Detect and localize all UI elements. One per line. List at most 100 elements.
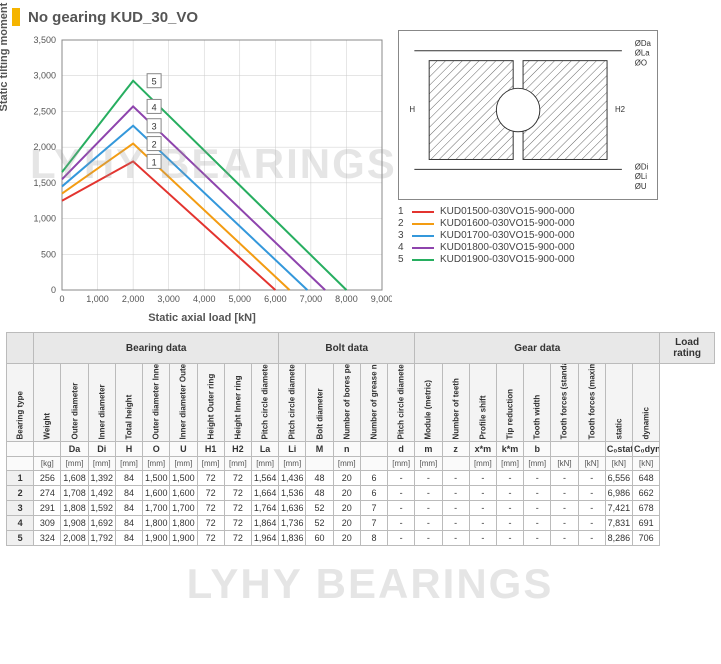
unit-cell: [mm] — [469, 457, 496, 471]
data-cell: 1,708 — [61, 486, 88, 501]
data-cell: 1,692 — [88, 516, 115, 531]
svg-text:2,000: 2,000 — [122, 294, 145, 304]
symbol-cell: H1 — [197, 442, 224, 457]
cross-section-diagram: ØDa ØLa ØO ØDi ØLi ØU H H2 — [398, 30, 658, 200]
data-cell: - — [496, 471, 523, 486]
column-header: Tooth width — [524, 364, 551, 442]
data-cell: 52 — [306, 501, 333, 516]
data-cell: 1,900 — [170, 531, 197, 546]
data-cell: 1,392 — [88, 471, 115, 486]
unit-cell: [mm] — [197, 457, 224, 471]
symbol-cell: d — [388, 442, 415, 457]
data-cell: 84 — [115, 486, 142, 501]
svg-text:ØO: ØO — [635, 59, 647, 68]
data-cell: - — [388, 471, 415, 486]
svg-text:6,000: 6,000 — [264, 294, 287, 304]
unit-cell: [mm] — [224, 457, 251, 471]
data-cell: 1,700 — [143, 501, 170, 516]
legend-swatch — [412, 259, 434, 261]
column-header: dynamic — [633, 364, 660, 442]
data-cell: - — [496, 486, 523, 501]
column-header: Outer diameter — [61, 364, 88, 442]
unit-cell: [mm] — [333, 457, 360, 471]
svg-text:7,000: 7,000 — [300, 294, 323, 304]
data-cell: - — [442, 531, 469, 546]
data-cell: 1,500 — [170, 471, 197, 486]
data-cell: - — [551, 501, 578, 516]
data-cell: 1,564 — [251, 471, 278, 486]
column-header: static — [605, 364, 632, 442]
legend-label: KUD01800-030VO15-900-000 — [440, 242, 575, 253]
data-cell: - — [469, 516, 496, 531]
unit-cell: [mm] — [143, 457, 170, 471]
data-cell: 72 — [197, 531, 224, 546]
data-cell: 1,436 — [279, 471, 306, 486]
svg-text:1,500: 1,500 — [33, 178, 56, 188]
data-cell: 1,592 — [88, 501, 115, 516]
data-cell: 20 — [333, 501, 360, 516]
group-header: Bearing data — [34, 333, 279, 364]
svg-text:1: 1 — [152, 157, 157, 167]
symbol-cell: x*m — [469, 442, 496, 457]
data-cell: - — [496, 516, 523, 531]
column-header: Height Outer ring — [197, 364, 224, 442]
data-cell: - — [551, 516, 578, 531]
svg-text:0: 0 — [51, 285, 56, 295]
spec-table: Bearing dataBolt dataGear dataLoad ratin… — [6, 332, 715, 546]
legend-item: 5KUD01900-030VO15-900-000 — [398, 254, 709, 265]
data-cell: 1,736 — [279, 516, 306, 531]
data-cell: - — [442, 516, 469, 531]
data-cell: 1,600 — [143, 486, 170, 501]
data-cell: - — [578, 471, 605, 486]
data-cell: 324 — [34, 531, 61, 546]
symbol-cell — [360, 442, 387, 457]
column-header: Weight — [34, 364, 61, 442]
data-cell: - — [578, 531, 605, 546]
column-header: Total height — [115, 364, 142, 442]
unit-cell: [mm] — [115, 457, 142, 471]
data-cell: 8,286 — [605, 531, 632, 546]
unit-cell: [kN] — [633, 457, 660, 471]
column-header: Tooth forces (maximum) — [578, 364, 605, 442]
header-accent-bar — [12, 8, 20, 26]
data-cell: - — [469, 486, 496, 501]
unit-cell: [kN] — [551, 457, 578, 471]
data-cell: 2,008 — [61, 531, 88, 546]
unit-cell: [mm] — [388, 457, 415, 471]
top-section: Static tilting moment [kNm] 01,0002,0003… — [0, 30, 721, 324]
data-cell: 1,800 — [143, 516, 170, 531]
data-cell: 4 — [7, 516, 34, 531]
data-cell: 7,831 — [605, 516, 632, 531]
unit-cell: [kN] — [605, 457, 632, 471]
data-cell: 1 — [7, 471, 34, 486]
unit-cell: [mm] — [415, 457, 442, 471]
legend-swatch — [412, 223, 434, 225]
data-cell: 1,908 — [61, 516, 88, 531]
symbol-cell — [7, 442, 34, 457]
unit-cell: [mm] — [251, 457, 278, 471]
svg-text:ØLa: ØLa — [635, 49, 651, 58]
column-header: Number of bores per ring — [333, 364, 360, 442]
data-cell: - — [524, 501, 551, 516]
svg-text:4,000: 4,000 — [193, 294, 216, 304]
data-cell: - — [388, 501, 415, 516]
legend-index: 4 — [398, 242, 412, 253]
symbol-cell: Li — [279, 442, 306, 457]
column-header: Bearing type — [7, 364, 34, 442]
symbol-cell: La — [251, 442, 278, 457]
legend-item: 1KUD01500-030VO15-900-000 — [398, 206, 709, 217]
svg-text:2: 2 — [152, 140, 157, 150]
data-cell: 8 — [360, 531, 387, 546]
svg-text:2,000: 2,000 — [33, 142, 56, 152]
svg-text:0: 0 — [59, 294, 64, 304]
svg-text:2,500: 2,500 — [33, 106, 56, 116]
legend-item: 3KUD01700-030VO15-900-000 — [398, 230, 709, 241]
symbol-cell: n — [333, 442, 360, 457]
data-cell: 7 — [360, 516, 387, 531]
data-cell: 48 — [306, 471, 333, 486]
unit-cell: [kg] — [34, 457, 61, 471]
data-cell: - — [524, 471, 551, 486]
data-cell: 1,536 — [279, 486, 306, 501]
symbol-cell: Da — [61, 442, 88, 457]
symbol-cell: O — [143, 442, 170, 457]
